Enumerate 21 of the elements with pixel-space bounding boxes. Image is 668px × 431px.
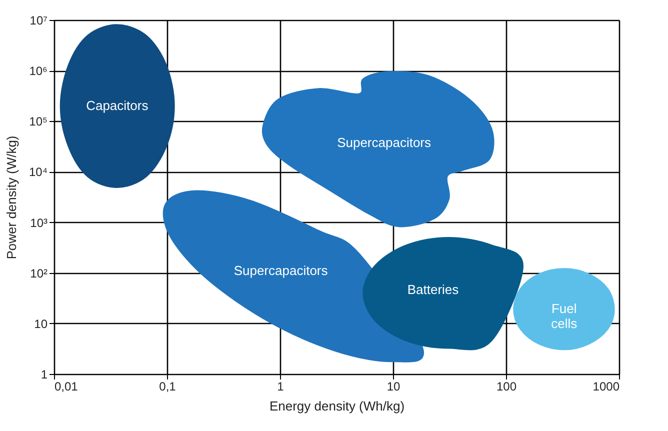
x-axis-title: Energy density (Wh/kg) bbox=[269, 398, 405, 414]
series-label: Batteries bbox=[407, 282, 460, 298]
y-tick-label: 1 bbox=[40, 368, 48, 382]
y-tick-label: 10⁷ bbox=[30, 14, 48, 28]
x-tick-label: 10 bbox=[386, 380, 400, 394]
series-label: Capacitors bbox=[86, 98, 149, 113]
y-tick-label: 10³ bbox=[30, 216, 48, 230]
y-tick-label: 10⁵ bbox=[29, 114, 48, 129]
y-tick-label: 10² bbox=[30, 266, 48, 280]
y-tick-label: 10⁶ bbox=[29, 64, 48, 78]
x-tick-label: 1 bbox=[277, 380, 284, 394]
y-tick-label: 10⁴ bbox=[28, 165, 48, 180]
series-label: Supercapacitors bbox=[234, 262, 328, 278]
x-tick-label: 0,1 bbox=[159, 380, 176, 394]
series-label: Supercapacitors bbox=[337, 135, 432, 150]
y-axis-title: Power density (W/kg) bbox=[4, 136, 19, 260]
series-label: Fuel cells bbox=[551, 301, 578, 332]
x-tick-label: 1000 bbox=[592, 380, 620, 394]
x-tick-label: 100 bbox=[496, 380, 517, 394]
x-tick-label: 0,01 bbox=[54, 380, 78, 394]
y-tick-label: 10 bbox=[34, 316, 48, 331]
